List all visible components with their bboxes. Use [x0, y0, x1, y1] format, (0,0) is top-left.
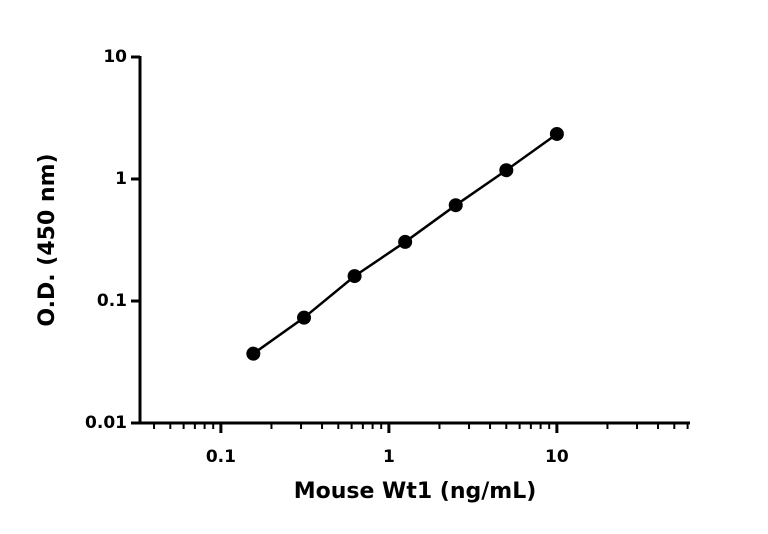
data-point	[398, 234, 413, 249]
x-axis-title: Mouse Wt1 (ng/mL)	[294, 479, 537, 504]
data-point	[499, 163, 514, 178]
x-tick-label: 0.1	[206, 447, 236, 467]
y-tick-label: 1	[115, 169, 127, 189]
data-point	[347, 269, 362, 284]
y-axis-title: O.D. (450 nm)	[35, 153, 60, 326]
x-tick-label: 1	[383, 447, 395, 467]
data-point	[448, 198, 463, 213]
y-tick-label: 0.01	[85, 413, 127, 433]
data-point	[246, 346, 261, 361]
y-tick-label: 10	[103, 47, 127, 67]
data-point	[297, 310, 312, 325]
data-point	[549, 126, 564, 141]
x-tick-label: 10	[545, 447, 569, 467]
y-tick-label: 0.1	[97, 291, 127, 311]
